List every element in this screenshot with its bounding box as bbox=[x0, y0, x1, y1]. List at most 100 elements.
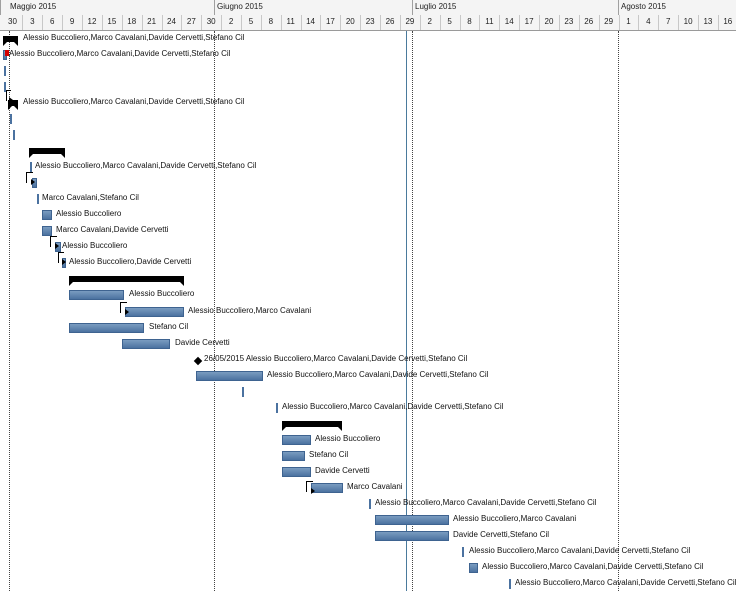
month-separator bbox=[214, 0, 215, 15]
day-label: 4 bbox=[646, 17, 651, 26]
day-separator bbox=[519, 15, 520, 30]
resource-label: Alessio Buccoliero,Marco Cavalani,Davide… bbox=[23, 33, 245, 42]
task-bar[interactable] bbox=[42, 210, 52, 220]
day-separator bbox=[261, 15, 262, 30]
day-label: 21 bbox=[147, 17, 157, 26]
day-label: 27 bbox=[186, 17, 196, 26]
day-label: 9 bbox=[69, 17, 75, 26]
period-boundary-line bbox=[618, 31, 619, 591]
day-separator bbox=[102, 15, 103, 30]
day-label: 14 bbox=[504, 17, 514, 26]
resource-label: Alessio Buccoliero,Marco Cavalani,Davide… bbox=[282, 402, 504, 411]
dependency-arrow bbox=[9, 97, 13, 103]
day-label: 11 bbox=[485, 17, 494, 26]
day-separator bbox=[82, 15, 83, 30]
short-task-bar[interactable] bbox=[369, 499, 371, 509]
day-separator bbox=[142, 15, 143, 30]
day-separator bbox=[22, 15, 23, 30]
day-label: 15 bbox=[107, 17, 117, 26]
critical-marker bbox=[5, 50, 9, 56]
period-boundary-line bbox=[412, 31, 413, 591]
resource-label: Alessio Buccoliero bbox=[315, 434, 381, 443]
short-task-bar[interactable] bbox=[242, 387, 244, 397]
day-label: 20 bbox=[544, 17, 554, 26]
resource-label: Davide Cervetti,Stefano Cil bbox=[453, 530, 550, 539]
short-task-bar[interactable] bbox=[4, 66, 6, 76]
dependency-link bbox=[58, 252, 64, 263]
task-bar[interactable] bbox=[196, 371, 263, 381]
task-bar[interactable] bbox=[375, 531, 449, 541]
task-bar[interactable] bbox=[375, 515, 449, 525]
task-bar[interactable] bbox=[122, 339, 170, 349]
day-label: 16 bbox=[723, 17, 733, 26]
day-separator bbox=[440, 15, 441, 30]
day-separator bbox=[221, 15, 222, 30]
resource-label: Alessio Buccoliero,Marco Cavalani,Davide… bbox=[482, 562, 704, 571]
day-label: 30 bbox=[206, 17, 216, 26]
period-boundary-line bbox=[9, 31, 10, 591]
task-bar[interactable] bbox=[42, 226, 52, 236]
short-task-bar[interactable] bbox=[30, 162, 32, 172]
dependency-link bbox=[6, 90, 11, 101]
short-task-bar[interactable] bbox=[509, 579, 511, 589]
task-bar[interactable] bbox=[469, 563, 478, 573]
status-date-line bbox=[406, 31, 407, 591]
day-separator bbox=[42, 15, 43, 30]
summary-task-bar[interactable] bbox=[29, 148, 65, 158]
day-separator bbox=[360, 15, 361, 30]
day-separator bbox=[658, 15, 659, 30]
day-separator bbox=[340, 15, 341, 30]
dependency-arrow bbox=[62, 259, 66, 265]
day-label: 18 bbox=[127, 17, 137, 26]
summary-task-bar[interactable] bbox=[282, 421, 342, 431]
summary-task-bar[interactable] bbox=[3, 36, 18, 46]
month-separator bbox=[618, 0, 619, 15]
dependency-arrow bbox=[55, 243, 59, 249]
day-label: 29 bbox=[405, 17, 415, 26]
day-separator bbox=[241, 15, 242, 30]
task-bar[interactable] bbox=[69, 323, 144, 333]
short-task-bar[interactable] bbox=[13, 130, 15, 140]
task-bar[interactable] bbox=[282, 451, 305, 461]
dependency-link bbox=[120, 302, 127, 313]
day-label: 5 bbox=[248, 17, 254, 26]
milestone-diamond[interactable] bbox=[193, 356, 203, 366]
day-separator bbox=[400, 15, 401, 30]
dependency-arrow bbox=[311, 488, 315, 494]
day-separator bbox=[698, 15, 699, 30]
resource-label: Alessio Buccoliero bbox=[62, 241, 128, 250]
month-label: Giugno 2015 bbox=[217, 2, 263, 11]
short-task-bar[interactable] bbox=[4, 82, 6, 92]
day-separator bbox=[599, 15, 600, 30]
resource-label: Alessio Buccoliero,Marco Cavalani bbox=[188, 306, 312, 315]
resource-label: Alessio Buccoliero,Marco Cavalani,Davide… bbox=[9, 49, 231, 58]
resource-label: Alessio Buccoliero,Davide Cervetti bbox=[69, 257, 192, 266]
day-label: 13 bbox=[703, 17, 713, 26]
day-separator bbox=[499, 15, 500, 30]
dependency-link bbox=[50, 236, 57, 247]
resource-label: Alessio Buccoliero,Marco Cavalani,Davide… bbox=[375, 498, 597, 507]
task-bar[interactable] bbox=[311, 483, 343, 493]
task-bar[interactable] bbox=[69, 290, 124, 300]
task-bar[interactable] bbox=[125, 307, 184, 317]
day-label: 2 bbox=[228, 17, 234, 26]
day-label: 12 bbox=[87, 17, 97, 26]
summary-task-bar[interactable] bbox=[69, 276, 184, 286]
day-label: 23 bbox=[365, 17, 375, 26]
short-task-bar[interactable] bbox=[37, 194, 39, 204]
day-label: 20 bbox=[345, 17, 355, 26]
day-label: 23 bbox=[564, 17, 574, 26]
task-bar[interactable] bbox=[282, 435, 311, 445]
day-separator bbox=[559, 15, 560, 30]
day-separator bbox=[320, 15, 321, 30]
dependency-arrow bbox=[31, 179, 35, 185]
summary-task-bar[interactable] bbox=[8, 100, 18, 110]
day-separator bbox=[460, 15, 461, 30]
day-separator bbox=[162, 15, 163, 30]
short-task-bar[interactable] bbox=[10, 114, 12, 124]
task-bar[interactable] bbox=[282, 467, 311, 477]
short-task-bar[interactable] bbox=[276, 403, 278, 413]
day-separator bbox=[479, 15, 480, 30]
day-label: 8 bbox=[268, 17, 274, 26]
short-task-bar[interactable] bbox=[462, 547, 464, 557]
